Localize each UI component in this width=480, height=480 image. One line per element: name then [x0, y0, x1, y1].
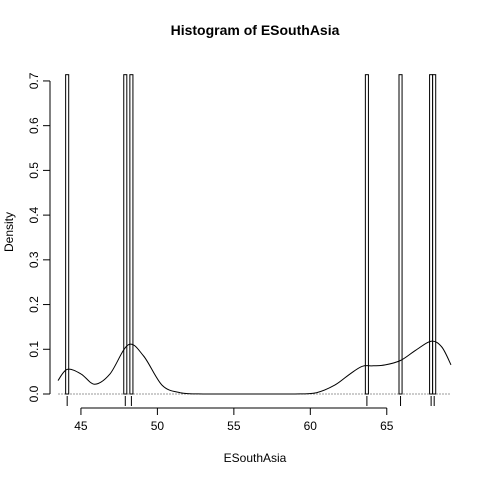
- y-tick-label-7: 0.7: [27, 72, 41, 89]
- x-tick-label-0: 45: [74, 419, 88, 433]
- y-tick-label-5: 0.5: [27, 162, 41, 179]
- y-tick-label-0: 0.0: [27, 385, 41, 402]
- x-tick-label-1: 50: [151, 419, 165, 433]
- x-axis-label: ESouthAsia: [224, 451, 287, 465]
- y-tick-label-4: 0.4: [27, 206, 41, 223]
- plot-area: 45 50 55 60 65 0.0 0.1 0.2 0.3 0.4 0.5 0.6 0.7: [27, 72, 452, 433]
- density-curve: [57, 340, 452, 395]
- histogram-bar-2: [129, 74, 134, 395]
- y-tick-label-1: 0.1: [27, 341, 41, 358]
- histogram-bar-1: [123, 74, 128, 395]
- histogram-bar-0: [65, 74, 70, 395]
- histogram-bar-3: [364, 74, 369, 395]
- y-tick-label-2: 0.2: [27, 296, 41, 313]
- x-tick-label-4: 65: [380, 419, 394, 433]
- x-tick-label-2: 55: [227, 419, 241, 433]
- y-tick-label-6: 0.6: [27, 117, 41, 134]
- histogram-bar-4: [398, 74, 403, 395]
- x-tick-label-3: 60: [304, 419, 318, 433]
- histogram-bar-6: [432, 74, 437, 395]
- y-axis-label: Density: [2, 212, 16, 252]
- y-tick-label-3: 0.3: [27, 251, 41, 268]
- chart-title: Histogram of ESouthAsia: [171, 22, 340, 38]
